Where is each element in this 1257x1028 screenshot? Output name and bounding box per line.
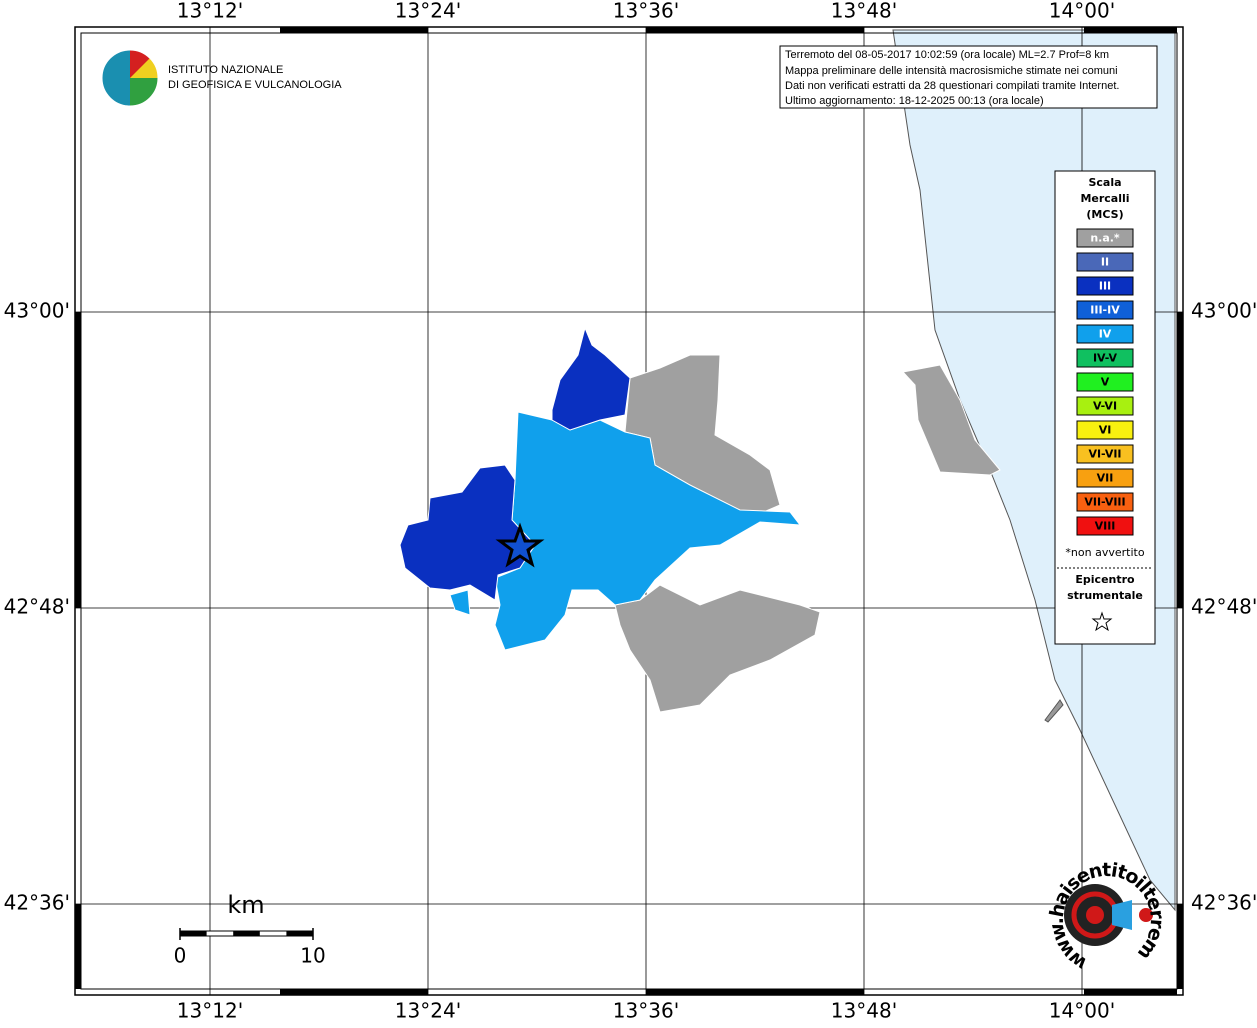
- lat-label: 42°36': [1191, 891, 1257, 915]
- scale-bar-segment: [286, 931, 313, 936]
- frame: [74, 26, 1184, 996]
- legend-star: [1091, 611, 1113, 632]
- legend-swatch: [1076, 492, 1134, 512]
- legend-swatch: [1076, 468, 1134, 488]
- lat-label: 42°48': [4, 595, 70, 619]
- logo-text: ISTITUTO NAZIONALE: [168, 64, 283, 76]
- scale-bar-segment: [233, 931, 260, 936]
- legend-swatch: [1076, 228, 1134, 248]
- lon-label: 13°48': [831, 0, 897, 23]
- legend-label: VII: [1097, 472, 1114, 485]
- legend-label: IV-V: [1093, 352, 1118, 365]
- ingv-logo: ISTITUTO NAZIONALE DI GEOFISICA E VULCAN…: [101, 49, 342, 107]
- legend-title: Scala: [1088, 176, 1121, 189]
- logo-text: DI GEOFISICA E VULCANOLOGIA: [168, 79, 342, 91]
- legend: Scala Mercalli (MCS) *non avvertito Epic…: [1054, 170, 1156, 645]
- legend-swatch: [1076, 396, 1134, 416]
- legend-swatch: [1076, 276, 1134, 296]
- region-na: [614, 584, 821, 713]
- region-na: [902, 364, 1001, 476]
- region-iv: [449, 589, 471, 616]
- regions: [399, 326, 1001, 713]
- legend-label: III-IV: [1090, 304, 1120, 317]
- legend-label: VII-VIII: [1084, 496, 1125, 509]
- legend-note: *non avvertito: [1065, 546, 1144, 559]
- info-line: Mappa preliminare delle intensità macros…: [785, 65, 1118, 77]
- lon-label: 13°24': [395, 999, 461, 1023]
- legend-label: IV: [1099, 328, 1112, 341]
- lon-label: 13°36': [613, 0, 679, 23]
- legend-swatch: [1076, 420, 1134, 440]
- epicenter-star: [495, 522, 545, 568]
- lat-label: 42°48': [1191, 595, 1257, 619]
- lon-label: 14°00': [1049, 999, 1115, 1023]
- region-iii: [551, 326, 631, 431]
- lon-label: 14°00': [1049, 0, 1115, 23]
- legend-swatch: [1076, 252, 1134, 272]
- legend-title: (MCS): [1086, 208, 1123, 221]
- lon-label: 13°12': [177, 999, 243, 1023]
- lat-label: 43°00': [1191, 299, 1257, 323]
- legend-label: VIII: [1095, 520, 1116, 533]
- scale-unit: km: [227, 891, 264, 919]
- region-iv: [494, 411, 802, 651]
- legend-label: VI-VII: [1088, 448, 1121, 461]
- legend-swatch: [1076, 444, 1134, 464]
- legend-label: VI: [1099, 424, 1112, 437]
- legend-epicenter: Epicentro: [1075, 573, 1135, 586]
- lon-label: 13°12': [177, 0, 243, 23]
- pier: [1044, 699, 1064, 723]
- scale-label: 0: [174, 944, 187, 968]
- scale-label: 10: [300, 944, 325, 968]
- legend-swatch: [1076, 300, 1134, 320]
- legend-swatch: [1076, 348, 1134, 368]
- scale-bar: km 0 10: [174, 891, 326, 968]
- legend-swatch: [1076, 516, 1134, 536]
- info-line: Ultimo aggiornamento: 18-12-2025 00:13 (…: [785, 95, 1044, 107]
- legend-title: Mercalli: [1080, 192, 1129, 205]
- lon-label: 13°24': [395, 0, 461, 23]
- lon-label: 13°36': [613, 999, 679, 1023]
- legend-epicenter: strumentale: [1067, 589, 1143, 602]
- legend-swatch: [1076, 372, 1134, 392]
- scale-bar-segment: [180, 931, 207, 936]
- lat-label: 42°36': [4, 891, 70, 915]
- info-box: Terremoto del 08-05-2017 10:02:59 (ora l…: [779, 45, 1158, 109]
- legend-label: III: [1099, 280, 1111, 293]
- legend-label: II: [1101, 256, 1109, 269]
- legend-label: n.a.*: [1090, 232, 1120, 245]
- legend-label: V: [1101, 376, 1110, 389]
- info-line: Terremoto del 08-05-2017 10:02:59 (ora l…: [785, 49, 1109, 61]
- legend-label: V-VI: [1093, 400, 1117, 413]
- legend-swatch: [1076, 324, 1134, 344]
- lat-label: 43°00': [4, 299, 70, 323]
- lon-label: 13°48': [831, 999, 897, 1023]
- info-line: Dati non verificati estratti da 28 quest…: [785, 80, 1119, 92]
